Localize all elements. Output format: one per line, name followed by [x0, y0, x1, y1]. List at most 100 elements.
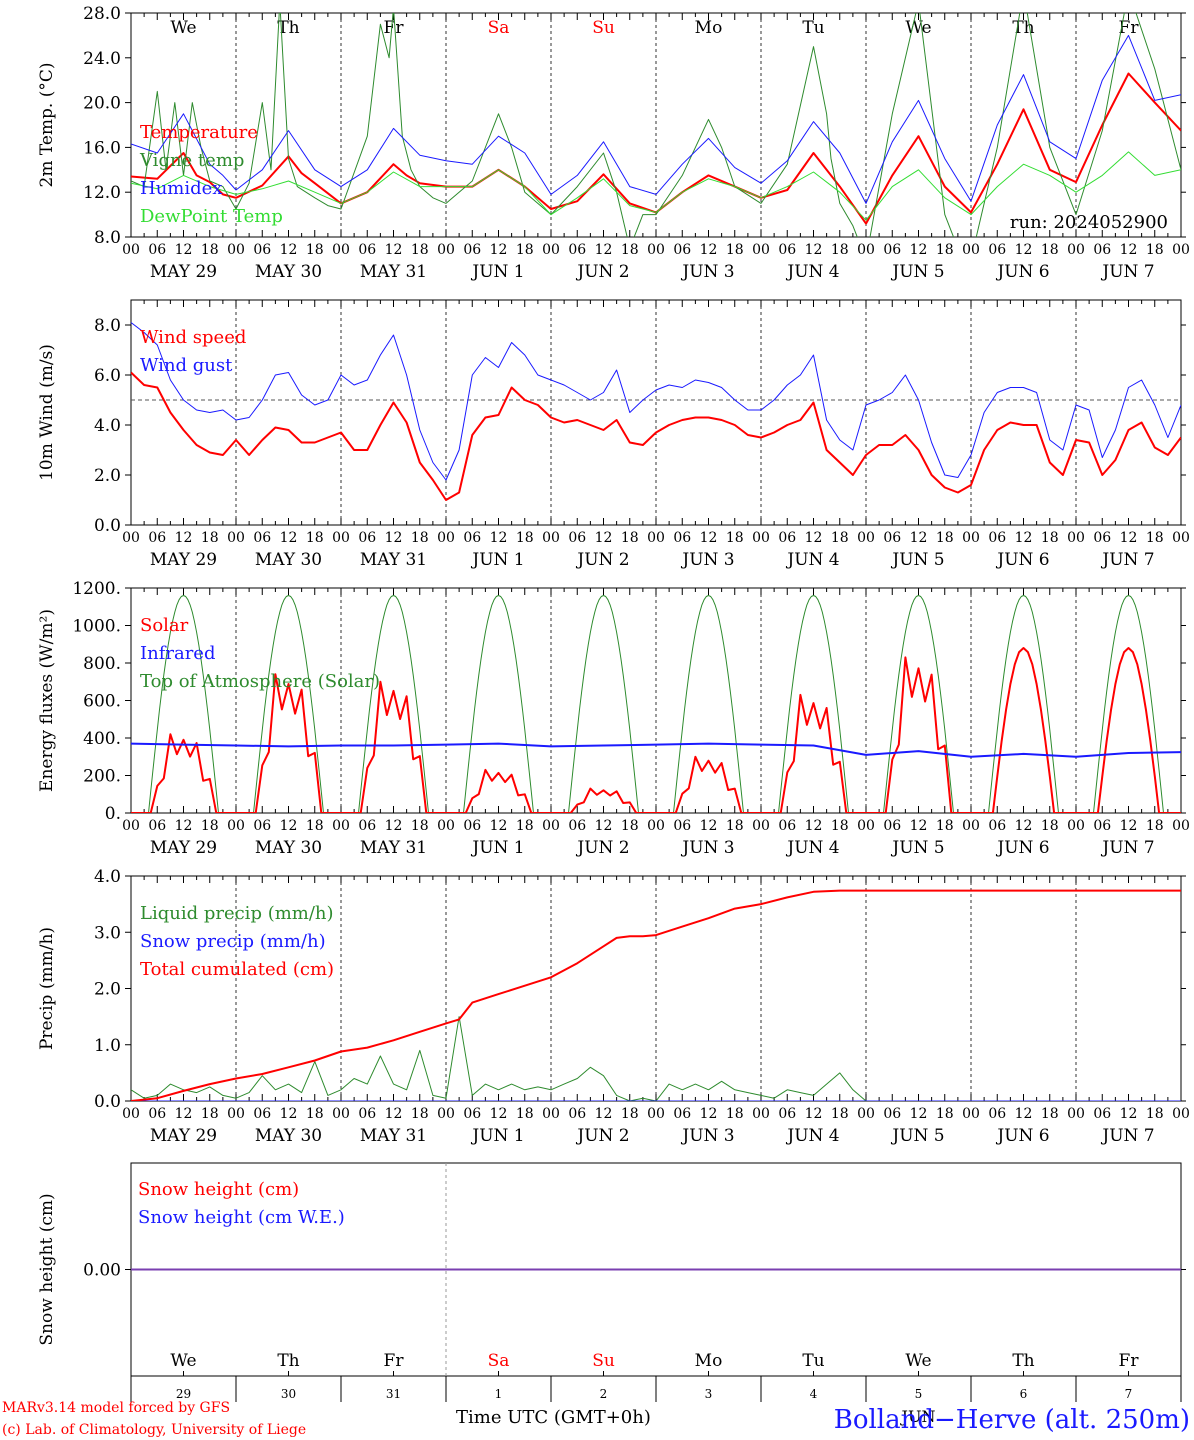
plot-frame — [130, 12, 1182, 238]
hour-tick-label: 00 — [1172, 530, 1190, 546]
hour-tick-label: 12 — [490, 1106, 508, 1122]
hour-tick-label: 00 — [122, 530, 140, 546]
day-number-label: 1 — [495, 1387, 503, 1401]
y-tick-label: 20.0 — [83, 94, 121, 114]
hour-tick-label: 06 — [358, 818, 376, 834]
hour-tick-label: 00 — [122, 818, 140, 834]
date-label: JUN 5 — [890, 838, 944, 858]
legend-entry: Solar — [140, 615, 189, 636]
hour-tick-label: 06 — [253, 818, 271, 834]
panel-wind: 0.0 2.0 4.0 6.0 8.0 10m Wind (m/s) 00 06 12 18 MAY… — [37, 299, 1190, 570]
date-label: MAY 31 — [360, 838, 427, 858]
plot-frame — [130, 587, 1182, 814]
hour-tick-label: 00 — [542, 818, 560, 834]
hour-tick-label: 06 — [883, 1106, 901, 1122]
hour-tick-label: 12 — [280, 818, 298, 834]
day-number-label: 5 — [915, 1387, 923, 1401]
hour-tick-label: 12 — [490, 818, 508, 834]
hour-tick-label: 00 — [752, 530, 770, 546]
hour-tick-label: 06 — [988, 1106, 1006, 1122]
hour-tick-label: 12 — [700, 1106, 718, 1122]
y-tick-label: 0.00 — [83, 1261, 121, 1281]
hour-tick-label: 18 — [621, 530, 639, 546]
hour-tick-label: 18 — [516, 1106, 534, 1122]
hour-tick-label: 06 — [253, 530, 271, 546]
hour-tick-label: 18 — [516, 242, 534, 258]
series-line-toa — [131, 595, 1181, 813]
hour-tick-label: 00 — [1067, 530, 1085, 546]
hour-tick-label: 06 — [883, 530, 901, 546]
plot-frame — [130, 299, 1182, 526]
hour-tick-label: 00 — [752, 818, 770, 834]
hour-tick-label: 18 — [726, 818, 744, 834]
date-label: JUN 2 — [575, 1126, 629, 1146]
hour-tick-label: 18 — [201, 530, 219, 546]
hour-tick-label: 12 — [910, 242, 928, 258]
hour-tick-label: 18 — [936, 1106, 954, 1122]
legend-entry: Liquid precip (mm/h) — [140, 903, 334, 924]
date-label: JUN 4 — [785, 838, 839, 858]
y-tick-label: 0.0 — [94, 1092, 121, 1112]
panel-energy: 0. 200. 400. 600. 800. 1000. 1200. Energy fluxe… — [37, 579, 1190, 858]
hour-tick-label: 18 — [1041, 1106, 1059, 1122]
hour-tick-label: 06 — [673, 1106, 691, 1122]
hour-tick-label: 06 — [1093, 1106, 1111, 1122]
date-label: JUN 4 — [785, 1126, 839, 1146]
weekday-label: We — [905, 18, 931, 38]
hour-tick-label: 00 — [227, 818, 245, 834]
weekday-label: Tu — [802, 1351, 824, 1371]
hour-tick-label: 12 — [595, 530, 613, 546]
date-label: JUN 6 — [995, 262, 1049, 282]
hour-tick-label: 00 — [857, 818, 875, 834]
hour-tick-label: 12 — [700, 818, 718, 834]
hour-tick-label: 18 — [306, 818, 324, 834]
day-number-label: 31 — [386, 1387, 401, 1401]
station-name: Bolland−Herve (alt. 250m) — [834, 1405, 1190, 1435]
hour-tick-label: 06 — [568, 1106, 586, 1122]
weekday-label: Th — [277, 18, 299, 38]
hour-tick-label: 00 — [647, 818, 665, 834]
date-label: JUN 3 — [680, 838, 734, 858]
hour-tick-label: 00 — [122, 1106, 140, 1122]
y-axis-label: Snow height (cm) — [37, 1193, 57, 1345]
hour-tick-label: 12 — [175, 818, 193, 834]
hour-tick-label: 18 — [1146, 818, 1164, 834]
footer: MARv3.14 model forced by GFS (c) Lab. of… — [2, 1400, 1190, 1438]
hour-tick-label: 00 — [122, 242, 140, 258]
hour-tick-label: 12 — [280, 242, 298, 258]
hour-tick-label: 00 — [332, 818, 350, 834]
legend-entry: Humidex — [140, 178, 222, 199]
hour-tick-label: 12 — [805, 818, 823, 834]
hour-tick-label: 18 — [201, 1106, 219, 1122]
hour-tick-label: 00 — [437, 818, 455, 834]
y-axis-label: Precip (mm/h) — [37, 927, 57, 1050]
hour-tick-label: 12 — [490, 242, 508, 258]
hour-tick-label: 00 — [1172, 242, 1190, 258]
y-tick-label: 6.0 — [94, 366, 121, 386]
hour-tick-label: 12 — [385, 242, 403, 258]
weekday-label: We — [170, 18, 196, 38]
series-line-1 — [131, 13, 1181, 237]
hour-tick-label: 12 — [700, 242, 718, 258]
hour-tick-label: 12 — [490, 530, 508, 546]
hour-tick-label: 00 — [227, 242, 245, 258]
day-number-label: 29 — [176, 1387, 191, 1401]
hour-tick-label: 00 — [437, 1106, 455, 1122]
legend-entry: Snow height (cm) — [138, 1179, 299, 1200]
day-number-label: 7 — [1125, 1387, 1133, 1401]
hour-tick-label: 12 — [1015, 818, 1033, 834]
hour-tick-label: 18 — [411, 1106, 429, 1122]
hour-tick-label: 00 — [1067, 818, 1085, 834]
hour-tick-label: 06 — [778, 530, 796, 546]
hour-tick-label: 12 — [595, 242, 613, 258]
hour-tick-label: 18 — [1041, 818, 1059, 834]
hour-tick-label: 12 — [175, 242, 193, 258]
y-tick-label: 0. — [105, 804, 121, 824]
y-tick-label: 8.0 — [94, 316, 121, 336]
y-axis-label: 10m Wind (m/s) — [37, 344, 57, 481]
y-tick-label: 600. — [83, 692, 121, 712]
hour-tick-label: 12 — [910, 818, 928, 834]
hour-tick-label: 06 — [148, 818, 166, 834]
hour-tick-label: 18 — [201, 818, 219, 834]
weekday-label: Fr — [1119, 18, 1140, 38]
